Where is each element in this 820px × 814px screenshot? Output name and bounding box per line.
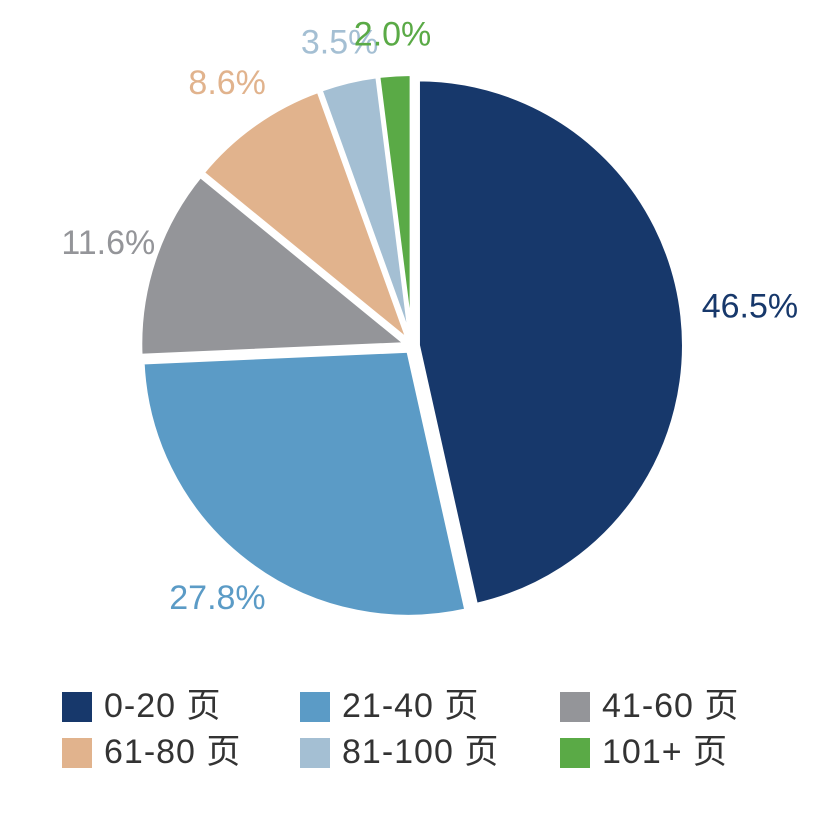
legend-label: 101+ 页 — [602, 733, 728, 771]
data-label: 11.6% — [61, 224, 155, 262]
pie-slice — [415, 77, 686, 608]
data-label: 3.5% — [301, 24, 379, 62]
legend-label: 21-40 页 — [342, 687, 479, 725]
data-label: 46.5% — [702, 288, 798, 326]
legend-label: 81-100 页 — [342, 733, 499, 771]
data-label: 2.0% — [354, 16, 432, 54]
legend-swatch — [300, 692, 330, 722]
legend-swatch — [62, 738, 92, 768]
legend-label: 0-20 页 — [104, 687, 222, 725]
pie-slice — [376, 72, 414, 341]
legend-label: 61-80 页 — [104, 733, 241, 771]
legend-label: 41-60 页 — [602, 687, 739, 725]
legend-swatch — [560, 692, 590, 722]
legend-swatch — [300, 738, 330, 768]
pie-slice — [138, 173, 412, 358]
pie-slice — [199, 88, 413, 348]
legend-swatch — [62, 692, 92, 722]
data-label: 8.6% — [188, 64, 266, 102]
legend-swatch — [560, 738, 590, 768]
data-label: 27.8% — [169, 579, 265, 617]
pie-slice — [140, 348, 469, 619]
